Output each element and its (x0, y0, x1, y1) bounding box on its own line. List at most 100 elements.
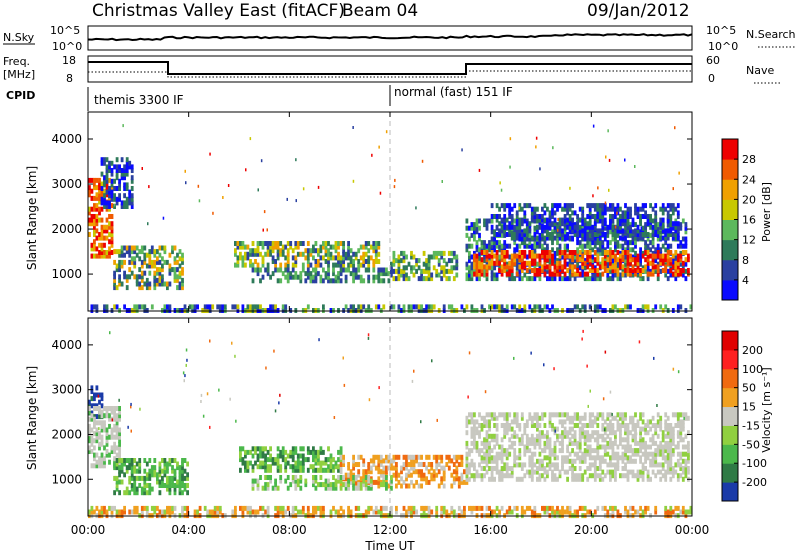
heatmap-cell (478, 276, 481, 282)
heatmap-cell (145, 252, 149, 258)
heatmap-cell (500, 188, 503, 192)
heatmap-cell (606, 433, 610, 439)
heatmap-cell (576, 257, 579, 263)
heatmap-cell (500, 228, 504, 234)
heatmap-cell (435, 462, 439, 467)
heatmap-cell (95, 203, 99, 209)
heatmap-cell (581, 260, 585, 266)
heatmap-cell (410, 465, 413, 471)
heatmap-cell (576, 476, 579, 482)
heatmap-cell (581, 257, 585, 263)
heatmap-cell (213, 505, 217, 511)
heatmap-cell (649, 214, 652, 219)
heatmap-cell (115, 465, 119, 471)
heatmap-cell (108, 177, 111, 183)
heatmap-cell (588, 260, 592, 266)
heatmap-cell (478, 451, 481, 457)
nsearch-tick-bottom: 10^0 (708, 40, 738, 53)
heatmap-cell (128, 267, 132, 273)
heatmap-cell (95, 206, 99, 212)
heatmap-cell (410, 479, 413, 485)
heatmap-cell (108, 186, 111, 191)
heatmap-cell (256, 482, 260, 488)
heatmap-cell (284, 262, 288, 268)
heatmap-cell (518, 253, 522, 259)
heatmap-cell (626, 243, 630, 249)
heatmap-cell (410, 509, 413, 515)
heatmap-cell (385, 271, 388, 277)
heatmap-cell (463, 505, 466, 511)
heatmap-cell (588, 228, 592, 234)
heatmap-cell (374, 255, 378, 261)
heatmap-cell (624, 214, 627, 219)
heatmap-cell (624, 430, 627, 436)
heatmap-cell (541, 473, 544, 479)
heatmap-cell (664, 247, 668, 253)
heatmap-cell (609, 257, 612, 263)
heatmap-cell (115, 413, 119, 419)
heatmap-cell (412, 505, 416, 511)
heatmap-cell (520, 476, 524, 482)
heatmap-cell (364, 485, 368, 491)
heatmap-cell (563, 426, 567, 432)
heatmap-cell (463, 509, 466, 515)
heatmap-cell (274, 241, 277, 246)
heatmap-cell (573, 254, 577, 260)
heatmap-cell (98, 217, 101, 223)
heatmap-cell (556, 264, 559, 270)
heatmap-cell (156, 267, 159, 273)
heatmap-cell (561, 254, 564, 260)
heatmap-cell (118, 186, 121, 191)
heatmap-cell (362, 259, 366, 264)
heatmap-cell (483, 272, 486, 278)
heatmap-cell (488, 426, 491, 432)
heatmap-cell (578, 206, 582, 212)
heatmap-cell (586, 451, 590, 457)
heatmap-cell (541, 232, 544, 237)
heatmap-cell (528, 232, 532, 238)
heatmap-cell (611, 423, 615, 428)
heatmap-cell (407, 261, 411, 267)
heatmap-cell (410, 250, 413, 256)
heatmap-cell (586, 250, 590, 255)
heatmap-cell (513, 257, 517, 263)
heatmap-cell (666, 455, 670, 461)
heatmap-cell (153, 465, 157, 471)
heatmap-cell (616, 261, 620, 267)
heatmap-cell (681, 458, 685, 464)
heatmap-cell (125, 186, 129, 191)
heatmap-cell (349, 472, 353, 478)
heatmap-cell (598, 276, 602, 282)
heatmap-cell (485, 253, 489, 259)
heatmap-cell (528, 268, 532, 274)
heatmap-cell (661, 430, 665, 436)
heatmap-cell (609, 437, 612, 443)
heatmap-cell (634, 232, 637, 237)
heatmap-cell (546, 430, 549, 436)
heatmap-cell (110, 445, 114, 451)
heatmap-cell (616, 451, 620, 457)
heatmap-cell (397, 258, 401, 264)
heatmap-cell (359, 454, 363, 460)
heatmap-cell (312, 478, 315, 484)
heatmap-cell (347, 509, 350, 515)
heatmap-cell (528, 250, 532, 255)
heatmap-cell (259, 278, 262, 284)
heatmap-cell (530, 476, 534, 482)
heatmap-cell (362, 462, 366, 467)
heatmap-cell (523, 448, 527, 454)
heatmap-cell (510, 272, 514, 278)
heatmap-cell (674, 423, 678, 428)
heatmap-cell (130, 204, 134, 209)
heatmap-cell (566, 476, 569, 482)
heatmap-cell (465, 458, 469, 464)
heatmap-cell (583, 430, 587, 436)
heatmap-cell (183, 304, 187, 310)
heatmap-cell (440, 254, 444, 260)
heatmap-cell (561, 466, 564, 471)
heatmap-cell (676, 505, 680, 511)
heatmap-cell (339, 469, 343, 475)
heatmap-cell (530, 260, 534, 266)
heatmap-cell (417, 304, 421, 310)
heatmap-cell (327, 241, 330, 246)
